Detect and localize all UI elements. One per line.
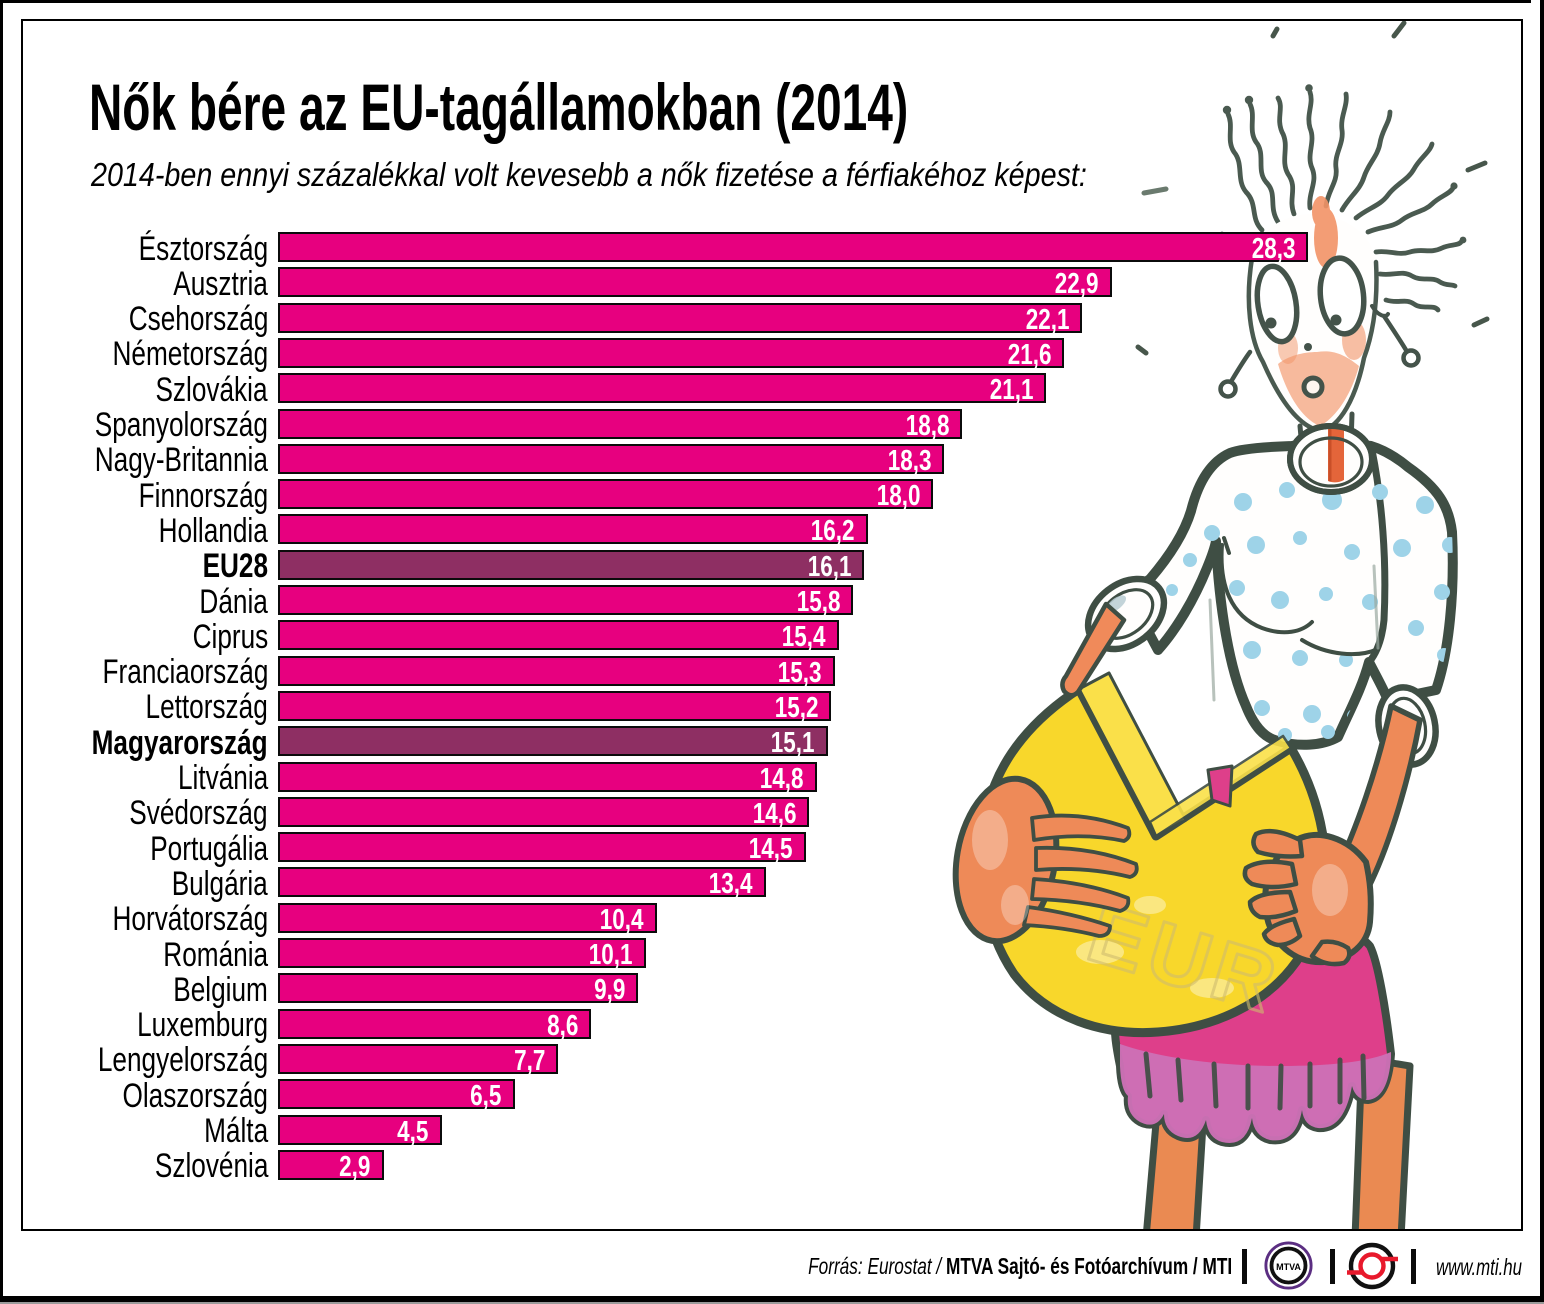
svg-text:MTVA: MTVA xyxy=(1276,1262,1301,1272)
